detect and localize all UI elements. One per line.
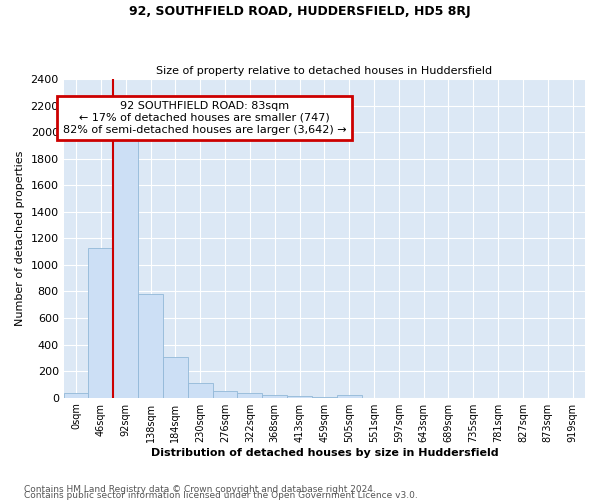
Bar (212, 392, 238, 398)
Bar (138, 294, 163, 398)
Bar (312, 397, 337, 398)
Bar (188, 383, 212, 398)
Text: Contains HM Land Registry data © Crown copyright and database right 2024.: Contains HM Land Registry data © Crown c… (24, 484, 376, 494)
Bar (163, 357, 188, 398)
Bar (262, 395, 287, 398)
Text: 92, SOUTHFIELD ROAD, HUDDERSFIELD, HD5 8RJ: 92, SOUTHFIELD ROAD, HUDDERSFIELD, HD5 8… (129, 5, 471, 18)
Bar (337, 396, 362, 398)
X-axis label: Distribution of detached houses by size in Huddersfield: Distribution of detached houses by size … (151, 448, 498, 458)
Bar (238, 393, 262, 398)
Y-axis label: Number of detached properties: Number of detached properties (15, 150, 25, 326)
Bar (113, 138, 138, 398)
Text: 92 SOUTHFIELD ROAD: 83sqm
← 17% of detached houses are smaller (747)
82% of semi: 92 SOUTHFIELD ROAD: 83sqm ← 17% of detac… (62, 102, 346, 134)
Text: Contains public sector information licensed under the Open Government Licence v3: Contains public sector information licen… (24, 490, 418, 500)
Title: Size of property relative to detached houses in Huddersfield: Size of property relative to detached ho… (156, 66, 493, 76)
Bar (287, 396, 312, 398)
Bar (64, 393, 88, 398)
Bar (88, 248, 113, 398)
